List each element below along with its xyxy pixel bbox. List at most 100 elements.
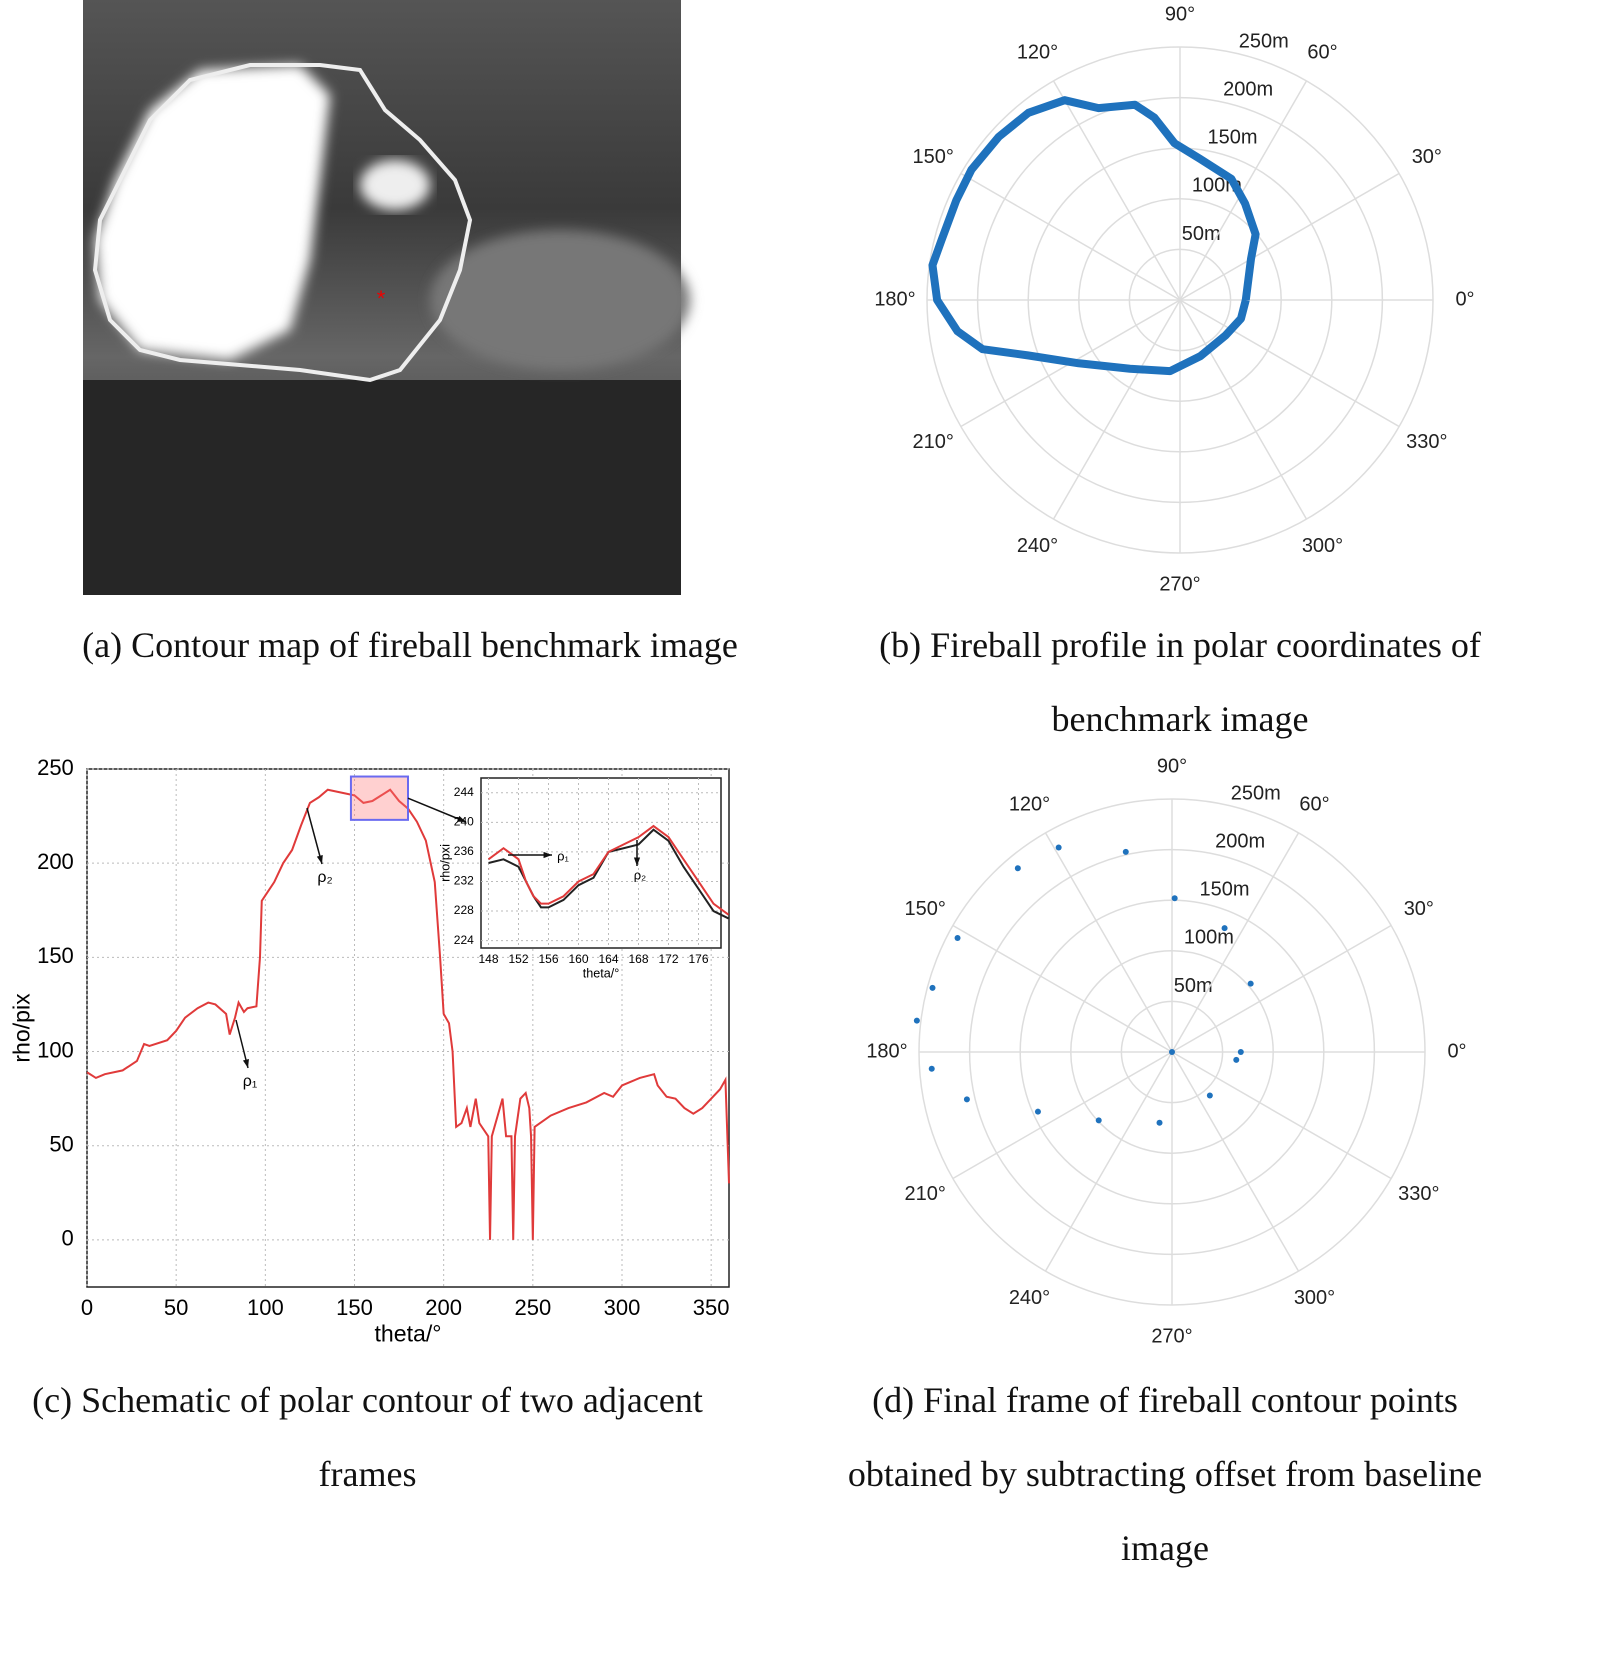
contour-point [913, 1017, 920, 1024]
x-tick-label: 200 [425, 1295, 462, 1320]
y-axis-label: rho/pxi [439, 844, 453, 882]
theta-tick-label: 180° [874, 288, 915, 310]
y-tick-label: 0 [62, 1226, 74, 1251]
x-tick-label: 168 [628, 952, 648, 966]
zoom-box [349, 775, 409, 821]
contour-point [1171, 895, 1178, 902]
x-tick-label: 150 [336, 1295, 373, 1320]
contour-point [1247, 980, 1254, 987]
y-tick-label: 200 [37, 849, 74, 874]
grid-spoke [1052, 80, 1181, 301]
contour-point [1122, 848, 1129, 855]
theta-tick-label: 30° [1404, 898, 1434, 920]
contour-point [963, 1096, 970, 1103]
grid-spoke [1171, 832, 1300, 1053]
theta-tick-label: 300° [1302, 535, 1343, 557]
x-tick-label: 148 [478, 952, 498, 966]
theta-tick-label: 330° [1406, 431, 1447, 453]
x-tick-label: 164 [598, 952, 618, 966]
grid-spoke [1052, 299, 1181, 520]
y-tick-label: 232 [454, 874, 474, 888]
y-tick-label: 224 [454, 933, 474, 947]
svg-text:*: * [377, 286, 386, 311]
theta-tick-label: 60° [1307, 41, 1337, 63]
x-tick-label: 250 [514, 1295, 551, 1320]
r-tick-label: 250m [1239, 30, 1289, 52]
theta-tick-label: 0° [1447, 1040, 1466, 1062]
contour-point [1055, 844, 1062, 851]
arrow-head [543, 851, 552, 859]
grid-spoke [1179, 172, 1400, 301]
annotation: ρ₁ [557, 848, 569, 863]
arrow [306, 807, 323, 865]
grid-spoke [960, 172, 1181, 301]
x-tick-label: 156 [538, 952, 558, 966]
theta-tick-label: 120° [1017, 41, 1058, 63]
contour-point [1221, 925, 1228, 932]
contour-point [954, 934, 961, 941]
r-tick-label: 50m [1174, 975, 1213, 997]
arrow-head [316, 855, 323, 864]
series-line [487, 824, 730, 916]
theta-tick-label: 270° [1151, 1325, 1192, 1347]
arrow [407, 797, 467, 823]
annotation: ρ₁ [243, 1073, 258, 1090]
y-tick-label: 50 [49, 1132, 73, 1157]
x-tick-label: 50 [164, 1295, 188, 1320]
y-axis-label: rho/pix [8, 993, 34, 1063]
x-tick-label: 300 [604, 1295, 641, 1320]
r-tick-label: 50m [1182, 223, 1221, 245]
theta-tick-label: 150° [904, 898, 945, 920]
y-tick-label: 150 [37, 943, 74, 968]
r-tick-label: 150m [1200, 879, 1250, 901]
grid-spoke [1171, 1051, 1300, 1272]
contour-point [1014, 865, 1021, 872]
profile-line [928, 96, 1260, 376]
grid-spoke [1171, 1051, 1392, 1180]
theta-tick-label: 210° [912, 431, 953, 453]
photo: * [83, 0, 690, 595]
theta-tick-label: 120° [1009, 793, 1050, 815]
grid-spoke [1044, 832, 1173, 1053]
arrow-head [242, 1059, 249, 1068]
theta-tick-label: 330° [1398, 1183, 1439, 1205]
grid-spoke [1179, 299, 1308, 520]
x-axis-label: theta/° [374, 1321, 441, 1347]
theta-tick-label: 0° [1455, 288, 1474, 310]
r-tick-label: 200m [1223, 78, 1273, 100]
theta-tick-label: 90° [1157, 755, 1187, 777]
theta-tick-label: 240° [1017, 535, 1058, 557]
caption: (c) Schematic of polar contour of two ad… [32, 1380, 703, 1494]
theta-tick-label: 150° [912, 146, 953, 168]
grid-spoke [1179, 299, 1400, 428]
contour-point [1169, 1049, 1175, 1055]
grid-spoke [1179, 80, 1308, 301]
theta-tick-label: 90° [1165, 3, 1195, 25]
theta-tick-label: 240° [1009, 1287, 1050, 1309]
contour-point [1237, 1049, 1244, 1055]
caption: (a) Contour map of fireball benchmark im… [82, 625, 738, 665]
grid-spoke [952, 924, 1173, 1053]
theta-tick-label: 180° [866, 1040, 907, 1062]
contour-point [1095, 1117, 1102, 1124]
x-tick-label: 0 [81, 1295, 93, 1320]
contour-point [1034, 1108, 1041, 1115]
theta-tick-label: 30° [1412, 146, 1442, 168]
r-tick-label: 100m [1184, 927, 1234, 949]
series-line [86, 788, 730, 1240]
x-tick-label: 350 [693, 1295, 730, 1320]
grid-spoke [952, 1051, 1173, 1180]
y-tick-label: 244 [454, 785, 474, 799]
caption: (d) Final frame of fireball contour poin… [847, 1380, 1483, 1568]
y-tick-label: 228 [454, 903, 474, 917]
x-tick-label: 172 [658, 952, 678, 966]
contour-point [1206, 1092, 1213, 1099]
r-tick-label: 250m [1231, 782, 1281, 804]
theta-tick-label: 60° [1299, 793, 1329, 815]
grid-spoke [1044, 1051, 1173, 1272]
annotation: ρ₂ [317, 869, 332, 886]
annotation: ρ₂ [634, 867, 646, 882]
grid-spoke [1171, 924, 1392, 1053]
